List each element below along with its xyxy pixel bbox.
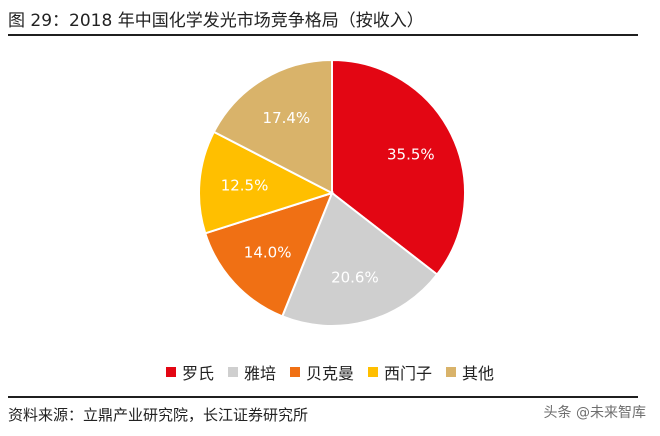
bottom-divider [8,396,638,398]
slice-label-2: 14.0% [244,244,292,262]
top-divider [8,34,638,36]
legend-item-1: 雅培 [227,360,276,384]
pie-slice-1 [280,191,439,327]
legend-item-3: 西门子 [368,360,432,384]
legend-label-0: 罗氏 [181,364,214,383]
legend-item-4: 其他 [446,360,494,384]
legend-swatch-0 [165,367,176,377]
source-note: 资料来源：立鼎产业研究院，长江证券研究所 [8,406,309,424]
legend-label-3: 西门子 [384,364,433,383]
slice-label-0: 35.5% [387,145,435,163]
slice-label-4: 17.4% [263,109,311,127]
pie-chart: 35.5% 20.6% 14.0% 12.5% 17.4% [198,58,466,327]
legend-swatch-1 [227,367,238,377]
legend: 罗氏 雅培 贝克曼 西门子 其他 [0,360,660,384]
legend-swatch-2 [289,367,300,377]
legend-label-4: 其他 [462,364,495,383]
pie-slice-3 [198,130,335,235]
pie-slice-4 [212,58,333,195]
legend-item-0: 罗氏 [165,360,214,384]
pie-slice-0 [331,58,466,276]
legend-label-2: 贝克曼 [305,364,354,383]
legend-swatch-3 [368,367,378,377]
legend-label-1: 雅培 [243,364,276,383]
chart-title: 图 29：2018 年中国化学发光市场竞争格局（按收入） [8,11,424,31]
watermark: 头条 @未来智库 [543,405,646,421]
legend-item-2: 贝克曼 [289,360,354,384]
slice-label-1: 20.6% [331,269,379,287]
legend-swatch-4 [446,367,457,377]
slice-label-3: 12.5% [221,177,269,195]
